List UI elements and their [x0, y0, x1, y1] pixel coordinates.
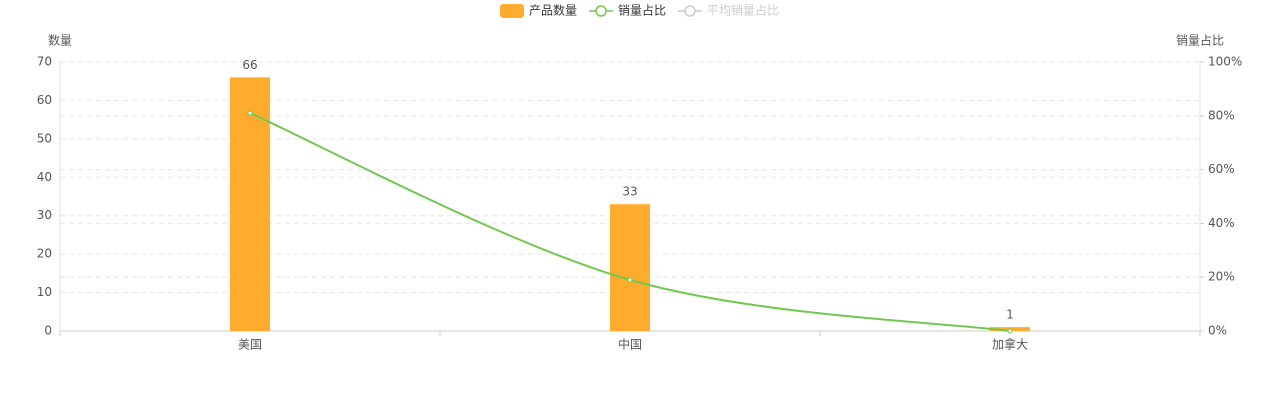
- y-tick-label: 40: [37, 170, 52, 184]
- legend-label[interactable]: 产品数量: [529, 3, 577, 18]
- y2-tick-label: 60%: [1208, 162, 1235, 176]
- y2-tick-label: 80%: [1208, 108, 1235, 122]
- y-tick-label: 20: [37, 247, 52, 261]
- x-tick-label: 中国: [618, 337, 642, 352]
- y-axis-label: 数量: [48, 33, 72, 48]
- y-tick-label: 70: [37, 55, 52, 69]
- bar: [610, 204, 650, 331]
- y-tick-label: 60: [37, 93, 52, 107]
- y2-axis-label: 销量占比: [1176, 33, 1224, 48]
- line-point: [247, 110, 253, 116]
- legend-swatch[interactable]: [595, 5, 607, 17]
- y-tick-label: 50: [37, 131, 52, 145]
- bar-label: 1: [1006, 308, 1014, 322]
- y2-tick-label: 0%: [1208, 324, 1227, 338]
- bar-label: 33: [622, 185, 637, 199]
- bar-label: 66: [242, 58, 257, 72]
- line-point: [1007, 328, 1013, 334]
- y-tick-label: 0: [44, 324, 52, 338]
- x-tick-label: 美国: [238, 338, 262, 352]
- legend-swatch[interactable]: [684, 5, 696, 17]
- legend-label[interactable]: 平均销量占比: [707, 3, 779, 18]
- line-point: [627, 277, 633, 283]
- y2-tick-label: 40%: [1208, 216, 1235, 230]
- y-tick-label: 30: [37, 208, 52, 222]
- legend-label[interactable]: 销量占比: [618, 3, 666, 18]
- legend-swatch[interactable]: [500, 4, 524, 18]
- y2-tick-label: 20%: [1208, 270, 1235, 284]
- y-tick-label: 10: [37, 285, 52, 299]
- x-tick-label: 加拿大: [992, 337, 1028, 352]
- y2-tick-label: 100%: [1208, 55, 1242, 69]
